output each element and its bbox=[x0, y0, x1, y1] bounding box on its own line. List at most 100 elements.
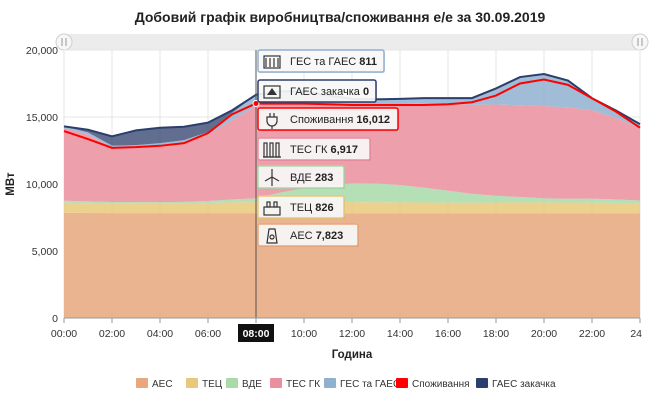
tooltip-series-name: ГЕС та ГАЕС bbox=[290, 56, 356, 68]
tooltip-label: ГАЕС закачка 0 bbox=[290, 86, 369, 98]
tooltip-series-value: 811 bbox=[359, 56, 377, 68]
x-tick-label: 24 bbox=[630, 328, 642, 340]
tooltip-label: АЕС 7,823 bbox=[290, 230, 343, 242]
plug-icon bbox=[266, 113, 278, 129]
tooltip-label: Споживання 16,012 bbox=[290, 114, 390, 126]
tooltip-box bbox=[257, 137, 371, 161]
x-tick-label: 20:00 bbox=[531, 328, 557, 340]
tooltip-label: ГЕС та ГАЕС 811 bbox=[290, 56, 377, 68]
tooltip-row-thermal: ТЕС ГК 6,917 bbox=[257, 137, 371, 161]
chart-title: Добовий графік виробництва/споживання е/… bbox=[135, 9, 546, 25]
area-АЕС bbox=[64, 212, 640, 318]
legend-item[interactable]: ГЕС та ГАЕС bbox=[324, 378, 400, 390]
tooltip-series-name: АЕС bbox=[290, 230, 313, 242]
tooltip-row-hydro: ГЕС та ГАЕС 811 bbox=[257, 49, 385, 73]
legend-swatch bbox=[476, 378, 488, 388]
legend-label: АЕС bbox=[152, 379, 173, 390]
line-consumption bbox=[63, 78, 641, 149]
legend-item[interactable]: ГАЕС закачка bbox=[476, 378, 556, 390]
y-tick-label: 10,000 bbox=[26, 179, 58, 191]
tooltip-box bbox=[257, 79, 377, 103]
x-highlight-box bbox=[238, 324, 274, 342]
x-tick-label: 02:00 bbox=[99, 328, 125, 340]
x-tick-label: 12:00 bbox=[339, 328, 365, 340]
x-highlight-label: 08:00 bbox=[243, 328, 270, 340]
chp-icon bbox=[263, 201, 281, 216]
x-tick-label: 16:00 bbox=[435, 328, 461, 340]
legend-label: ГАЕС закачка bbox=[492, 379, 556, 390]
y-tick-label: 15,000 bbox=[26, 112, 58, 124]
tooltip-series-name: ТЕС ГК bbox=[290, 144, 328, 156]
tooltip-row-plug: Споживання 16,012 bbox=[257, 107, 399, 131]
legend-label: ВДЕ bbox=[242, 379, 262, 390]
consumption-marker bbox=[252, 99, 260, 107]
thermal-icon bbox=[263, 142, 281, 158]
legend-item[interactable]: ВДЕ bbox=[226, 378, 262, 390]
x-tick-label: 04:00 bbox=[147, 328, 173, 340]
tooltip-row-pump: ГАЕС закачка 0 bbox=[257, 79, 377, 103]
tooltip-series-name: ТЕЦ bbox=[290, 202, 312, 214]
wind-icon bbox=[264, 169, 280, 186]
x-tick-label: 10:00 bbox=[291, 328, 317, 340]
tooltip-series-value: 6,917 bbox=[330, 144, 358, 156]
legend-label: ГЕС та ГАЕС bbox=[340, 379, 400, 390]
area-ВДЕ bbox=[64, 183, 640, 204]
navigator-left-handle[interactable] bbox=[55, 33, 73, 51]
legend-label: Споживання bbox=[412, 379, 470, 390]
tooltip-row-chp: ТЕЦ 826 bbox=[257, 195, 345, 219]
legend-item[interactable]: Споживання bbox=[396, 378, 470, 390]
x-tick-label: 18:00 bbox=[483, 328, 509, 340]
hydro-icon bbox=[263, 55, 281, 69]
tooltip-series-value: 0 bbox=[363, 86, 369, 98]
y-tick-label: 5,000 bbox=[32, 246, 58, 258]
nuclear-icon bbox=[266, 228, 278, 244]
x-tick-label: 00:00 bbox=[51, 328, 77, 340]
crosshair bbox=[252, 50, 260, 318]
tooltip-box bbox=[257, 49, 385, 73]
legend-swatch bbox=[324, 378, 336, 388]
x-axis-title: Година bbox=[332, 349, 373, 361]
legend-item[interactable]: ТЕС ГК bbox=[270, 378, 320, 390]
tooltip-label: ТЕЦ 826 bbox=[290, 202, 334, 214]
x-axis-ticks: 00:00 02:00 04:00 06:00 08:00 10:00 12:00 14:00… bbox=[51, 317, 642, 342]
area-ТЕЦ bbox=[64, 201, 640, 214]
tooltip-box bbox=[257, 223, 359, 247]
legend-swatch bbox=[136, 378, 148, 388]
y-tick-label: 20,000 bbox=[26, 45, 58, 57]
tooltip-row-nuclear: АЕС 7,823 bbox=[257, 223, 359, 247]
tooltip-box bbox=[257, 107, 399, 131]
y-axis-ticks: 0 5,000 10,000 15,000 20,000 bbox=[26, 45, 58, 325]
legend-item[interactable]: АЕС bbox=[136, 378, 173, 390]
tooltip-label: ТЕС ГК 6,917 bbox=[290, 144, 358, 156]
tooltip-series-name: ВДЕ bbox=[290, 172, 312, 184]
tooltip-row-wind: ВДЕ 283 bbox=[257, 165, 345, 189]
legend: АЕС ТЕЦ ВДЕ ТЕС ГК ГЕС та ГАЕС Споживання ГАЕС… bbox=[136, 378, 556, 390]
area-ГЕС та ГАЕС bbox=[64, 73, 640, 148]
range-navigator[interactable] bbox=[64, 34, 640, 50]
navigator-right-handle[interactable] bbox=[631, 33, 649, 51]
tooltip-label: ВДЕ 283 bbox=[290, 172, 333, 184]
tooltip-series-value: 7,823 bbox=[316, 230, 344, 242]
area-pump-storage bbox=[64, 73, 640, 146]
y-tick-label: 0 bbox=[52, 313, 58, 325]
tooltip-series-name: Споживання bbox=[290, 114, 353, 126]
y-axis-title: МВт bbox=[5, 172, 17, 196]
x-tick-label: 22:00 bbox=[579, 328, 605, 340]
legend-swatch bbox=[186, 378, 198, 388]
legend-swatch bbox=[396, 378, 408, 388]
tooltip-series-name: ГАЕС закачка bbox=[290, 86, 361, 98]
pump-icon bbox=[263, 85, 281, 99]
tooltip-series-value: 826 bbox=[315, 202, 333, 214]
hover-tooltip: ГЕС та ГАЕС 811 ГАЕС закачка 0 Споживання … bbox=[257, 49, 399, 247]
legend-label: ТЕЦ bbox=[202, 379, 223, 390]
tooltip-box bbox=[257, 165, 345, 189]
x-tick-label: 14:00 bbox=[387, 328, 413, 340]
legend-swatch bbox=[270, 378, 282, 388]
tooltip-series-value: 283 bbox=[315, 172, 333, 184]
x-tick-label: 06:00 bbox=[195, 328, 221, 340]
legend-swatch bbox=[226, 378, 238, 388]
legend-label: ТЕС ГК bbox=[286, 379, 320, 390]
legend-item[interactable]: ТЕЦ bbox=[186, 378, 223, 390]
tooltip-series-value: 16,012 bbox=[356, 114, 390, 126]
